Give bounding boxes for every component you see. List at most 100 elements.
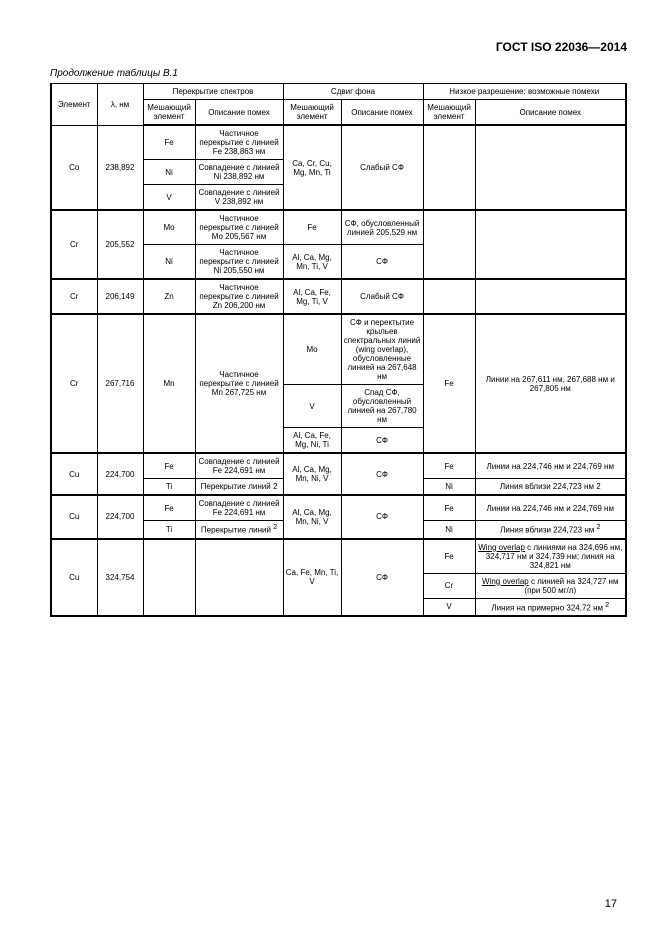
cell: Частичное перекрытие с линией Fe 238,863…: [195, 125, 283, 160]
interference-table: Элемент λ, нм Перекрытие спектров Сдвиг …: [50, 83, 627, 617]
cell: Совпадение с линией V 238,892 нм: [195, 185, 283, 211]
cell: Ni: [143, 245, 195, 280]
cell: СФ: [341, 428, 423, 454]
cell: Fe: [143, 453, 195, 479]
cell: Al, Ca, Mg, Mn, Ni, V: [283, 495, 341, 539]
cell: Wing overlap с линиями на 324,696 нм, 32…: [475, 539, 626, 574]
cell: Линии на 224,746 нм и 224,769 нм: [475, 453, 626, 479]
cell: СФ: [341, 245, 423, 280]
cell: Al, Ca, Mg, Mn, Ni, V: [283, 453, 341, 495]
cell: Ti: [143, 521, 195, 539]
cell-wavelength: 206,149: [97, 279, 143, 314]
cell-wavelength: 224,700: [97, 453, 143, 495]
table-row: Cr 205,552 Mo Частичное перекрытие с лин…: [51, 210, 626, 245]
th-interf-el: Мешающий элемент: [283, 100, 341, 126]
cell: [475, 125, 626, 210]
cell: Ni: [423, 479, 475, 496]
cell: СФ, обусловленный линией 205,529 нм: [341, 210, 423, 245]
cell: Mn: [143, 314, 195, 453]
cell: Mo: [143, 210, 195, 245]
cell: Линии на 267,611 нм, 267,688 нм и 267,80…: [475, 314, 626, 453]
cell: Wing overlap с линией на 324,727 нм (при…: [475, 573, 626, 598]
cell-wavelength: 267,716: [97, 314, 143, 453]
cell: Частичное перекрытие с линией Mn 267,725…: [195, 314, 283, 453]
cell-wavelength: 224,700: [97, 495, 143, 539]
cell: Частичное перекрытие с линией Ni 205,550…: [195, 245, 283, 280]
cell-element: Cu: [51, 539, 97, 617]
th-lowres: Низкое разрешение: возможные помехи: [423, 84, 626, 100]
page: ГОСТ ISO 22036—2014 Продолжение таблицы …: [0, 0, 662, 935]
cell: [195, 539, 283, 617]
cell: [475, 279, 626, 314]
cell: Zn: [143, 279, 195, 314]
table-row: Cu 224,700 Fe Совпадение с линией Fe 224…: [51, 495, 626, 521]
table-continuation: Продолжение таблицы В.1: [50, 68, 627, 79]
cell: Слабый СФ: [341, 279, 423, 314]
cell: Линия вблизи 224,723 нм 2: [475, 521, 626, 539]
cell: Al, Ca, Fe, Mg, Ni, Ti: [283, 428, 341, 454]
doc-header: ГОСТ ISO 22036—2014: [50, 40, 627, 54]
cell: Линия вблизи 224,723 нм 2: [475, 479, 626, 496]
th-interf-desc: Описание помех: [195, 100, 283, 126]
cell: Fe: [143, 125, 195, 160]
cell: Ca, Fe, Mn, Ti, V: [283, 539, 341, 617]
cell-element: Cu: [51, 495, 97, 539]
cell: V: [143, 185, 195, 211]
cell-element: Co: [51, 125, 97, 210]
cell: Совпадение с линией Ni 238,892 нм: [195, 160, 283, 185]
table-row: Cu 324,754 Ca, Fe, Mn, Ti, V СФ Fe Wing …: [51, 539, 626, 574]
cell: Ca, Cr, Cu, Mg, Mn, Ti: [283, 125, 341, 210]
cell: СФ: [341, 539, 423, 617]
cell: Fe: [283, 210, 341, 245]
cell: [423, 125, 475, 210]
cell: V: [423, 598, 475, 616]
cell: Спад СФ, обусловленный линией на 267,780…: [341, 385, 423, 428]
cell-element: Cr: [51, 279, 97, 314]
th-bgshift: Сдвиг фона: [283, 84, 423, 100]
cell: Ni: [143, 160, 195, 185]
cell: Слабый СФ: [341, 125, 423, 210]
cell: Ti: [143, 479, 195, 496]
th-overlap: Перекрытие спектров: [143, 84, 283, 100]
table-row: Cr 267,716 Mn Частичное перекрытие с лин…: [51, 314, 626, 385]
cell-wavelength: 324,754: [97, 539, 143, 617]
cell-element: Cr: [51, 314, 97, 453]
th-interf-desc: Описание помех: [475, 100, 626, 126]
cell: V: [283, 385, 341, 428]
cell: [423, 210, 475, 279]
cell: Al, Ca, Fe, Mg, Ti, V: [283, 279, 341, 314]
th-element: Элемент: [51, 84, 97, 126]
cell-element: Cr: [51, 210, 97, 279]
cell: Совпадение с линией Fe 224,691 нм: [195, 495, 283, 521]
th-lambda: λ, нм: [97, 84, 143, 126]
th-interf-el: Мешающий элемент: [143, 100, 195, 126]
table-row: Cu 224,700 Fe Совпадение с линией Fe 224…: [51, 453, 626, 479]
th-interf-el: Мешающий элемент: [423, 100, 475, 126]
cell: Fe: [423, 539, 475, 574]
table-row: Co 238,892 Fe Частичное перекрытие с лин…: [51, 125, 626, 160]
cell: Fe: [143, 495, 195, 521]
cell: СФ и перектытие крыльев спектральных лин…: [341, 314, 423, 385]
cell: Cr: [423, 573, 475, 598]
th-interf-desc: Описание помех: [341, 100, 423, 126]
cell: Частичное перекрытие с линией Mo 205,567…: [195, 210, 283, 245]
cell-element: Cu: [51, 453, 97, 495]
cell: Линия на примерно 324,72 нм 2: [475, 598, 626, 616]
cell: Mo: [283, 314, 341, 385]
cell: Fe: [423, 453, 475, 479]
cell: Перекрытие линий 2: [195, 521, 283, 539]
cell: [475, 210, 626, 279]
cell: СФ: [341, 495, 423, 539]
cell-wavelength: 238,892: [97, 125, 143, 210]
cell: Частичное перекрытие с линией Zn 206,200…: [195, 279, 283, 314]
cell: Совпадение с линией Fe 224,691 нм: [195, 453, 283, 479]
cell: Ni: [423, 521, 475, 539]
table-row: Cr 206,149 Zn Частичное перекрытие с лин…: [51, 279, 626, 314]
cell: Линии на 224,746 нм и 224,769 нм: [475, 495, 626, 521]
cell-wavelength: 205,552: [97, 210, 143, 279]
cell: [423, 279, 475, 314]
cell: СФ: [341, 453, 423, 495]
cell: Перекрытие линий 2: [195, 479, 283, 496]
cell: [143, 539, 195, 617]
cell: Fe: [423, 495, 475, 521]
